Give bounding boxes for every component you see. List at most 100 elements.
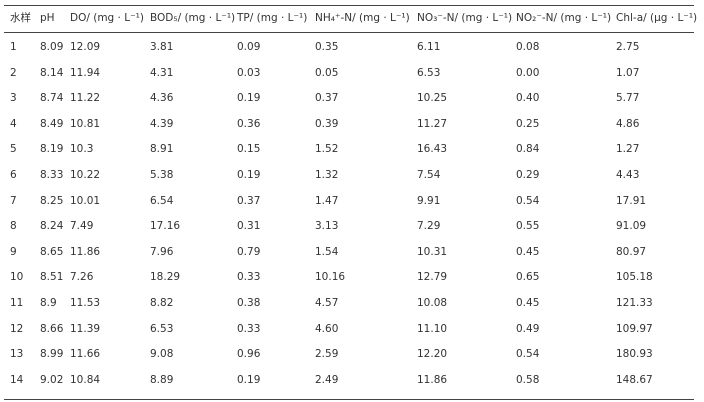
table-cell: 0.79	[237, 245, 261, 258]
table-cell: 1.32	[315, 169, 339, 181]
table-cell: 10.3	[70, 143, 94, 156]
table-cell: 0.37	[237, 194, 261, 207]
table-cell: 7.29	[417, 220, 441, 233]
table-cell: 8.14	[40, 66, 64, 79]
table-cell: 0.19	[237, 373, 261, 386]
table-cell: 4.31	[150, 66, 174, 79]
table-cell: 3	[10, 92, 17, 105]
table-cell: 7.49	[70, 220, 94, 233]
table-cell: 1.47	[315, 194, 339, 207]
table-cell: 11.86	[70, 245, 101, 258]
table-cell: 0.84	[516, 143, 540, 156]
table-cell: 4.36	[150, 92, 174, 105]
table-cell: 8.24	[40, 220, 64, 233]
header-cell: pH	[40, 12, 55, 24]
table-cell: 121.33	[616, 297, 653, 309]
table-cell: 0.19	[237, 169, 261, 181]
header-cell: TP/ (mg · L⁻¹)	[237, 12, 308, 24]
table-cell: 10.08	[417, 297, 448, 309]
table-cell: 11.10	[417, 322, 448, 335]
table-cell: 10.22	[70, 169, 101, 181]
header-cell: 水样	[10, 12, 31, 24]
table-cell: 11.66	[70, 348, 101, 361]
table-cell: 6.54	[150, 194, 174, 207]
table-cell: 0.54	[516, 194, 540, 207]
table-cell: 10.31	[417, 245, 448, 258]
table-cell: 10.16	[315, 271, 346, 284]
table-cell: 4.86	[616, 117, 640, 130]
table-cell: 0.54	[516, 348, 540, 361]
table-cell: 0.15	[237, 143, 261, 156]
table-cell: 16.43	[417, 143, 448, 156]
table-cell: 2.49	[315, 373, 339, 386]
table-cell: 12	[10, 322, 24, 335]
header-cell: NH₄⁺-N/ (mg · L⁻¹)	[315, 12, 410, 24]
table-cell: 0.25	[516, 117, 540, 130]
table-cell: 11.53	[70, 297, 101, 309]
table-cell: 2.75	[616, 41, 640, 53]
table-cell: 0.37	[315, 92, 339, 105]
table-cell: 10.81	[70, 117, 101, 130]
header-cell: DO/ (mg · L⁻¹)	[70, 12, 144, 24]
table-cell: 0.19	[237, 92, 261, 105]
table-cell: 8.82	[150, 297, 174, 309]
table-cell: 12.79	[417, 271, 448, 284]
table-cell: 1	[10, 41, 17, 53]
table-cell: 0.08	[516, 41, 540, 53]
table-cell: 8.25	[40, 194, 64, 207]
header-cell: NO₃⁻-N/ (mg · L⁻¹)	[417, 12, 513, 24]
table-cell: 10.01	[70, 194, 101, 207]
table-cell: 0.09	[237, 41, 261, 53]
table-cell: 18.29	[150, 271, 181, 284]
table-cell: 0.38	[237, 297, 261, 309]
table-cell: 0.33	[237, 271, 261, 284]
table-cell: 17.91	[616, 194, 647, 207]
table-cell: 8.19	[40, 143, 64, 156]
table-cell: 0.33	[237, 322, 261, 335]
bottom-rule	[4, 399, 694, 400]
table-cell: 8.99	[40, 348, 64, 361]
table-cell: 8	[10, 220, 17, 233]
table-cell: 5.38	[150, 169, 174, 181]
table-cell: 2.59	[315, 348, 339, 361]
table-cell: 8.49	[40, 117, 64, 130]
table-cell: 2	[10, 66, 17, 79]
table-cell: 7.96	[150, 245, 174, 258]
table-cell: 91.09	[616, 220, 647, 233]
table-cell: 0.05	[315, 66, 339, 79]
table-cell: 0.36	[237, 117, 261, 130]
table-cell: 0.58	[516, 373, 540, 386]
table-cell: 14	[10, 373, 24, 386]
table-cell: 148.67	[616, 373, 653, 386]
table-cell: 8.74	[40, 92, 64, 105]
table-cell: 4.43	[616, 169, 640, 181]
header-cell: NO₂⁻-N/ (mg · L⁻¹)	[516, 12, 612, 24]
header-rule	[4, 32, 694, 33]
table-cell: 0.40	[516, 92, 540, 105]
table-cell: 8.51	[40, 271, 64, 284]
table-cell: 9.91	[417, 194, 441, 207]
header-cell: Chl-a/ (μg · L⁻¹)	[616, 12, 698, 24]
table-cell: 7.26	[70, 271, 94, 284]
table-cell: 5	[10, 143, 17, 156]
table-cell: 10.25	[417, 92, 448, 105]
table-cell: 0.55	[516, 220, 540, 233]
table-cell: 0.45	[516, 297, 540, 309]
table-cell: 6	[10, 169, 17, 181]
table-cell: 1.07	[616, 66, 640, 79]
table-cell: 0.45	[516, 245, 540, 258]
table-cell: 8.09	[40, 41, 64, 53]
table-cell: 8.65	[40, 245, 64, 258]
table-cell: 0.65	[516, 271, 540, 284]
table-cell: 6.53	[417, 66, 441, 79]
table-cell: 8.9	[40, 297, 57, 309]
table-cell: 11.22	[70, 92, 101, 105]
table-cell: 9.08	[150, 348, 174, 361]
table-cell: 11.39	[70, 322, 101, 335]
table-cell: 9	[10, 245, 17, 258]
table-cell: 105.18	[616, 271, 653, 284]
table-cell: 5.77	[616, 92, 640, 105]
table-cell: 12.20	[417, 348, 448, 361]
table-cell: 109.97	[616, 322, 653, 335]
table-cell: 4.57	[315, 297, 339, 309]
